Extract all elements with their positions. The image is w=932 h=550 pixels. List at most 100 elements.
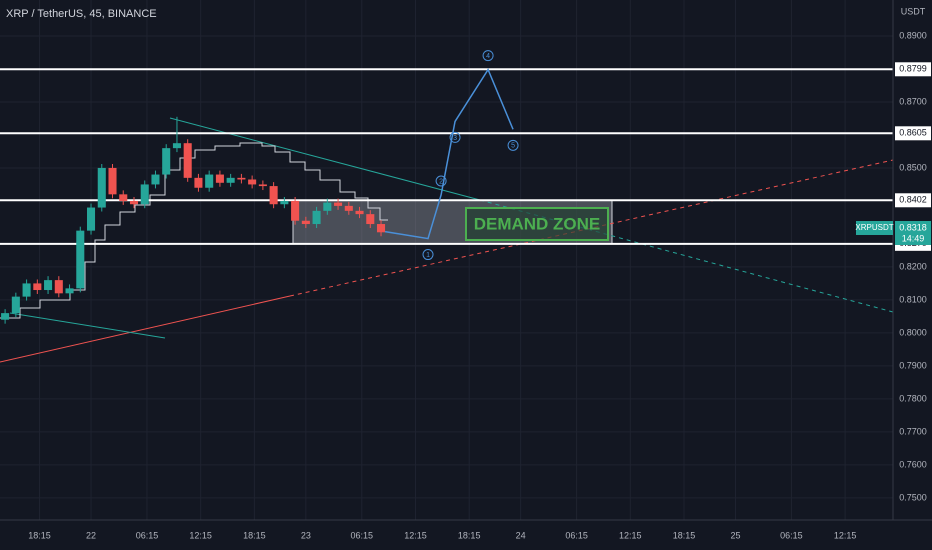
- y-unit: USDT: [901, 6, 926, 16]
- level-label: 0.8402: [899, 195, 927, 205]
- x-tick-label: 06:15: [351, 530, 374, 540]
- y-tick-label: 0.8500: [899, 162, 927, 172]
- x-tick-label: 18:15: [28, 530, 51, 540]
- x-tick-label: 12:15: [834, 530, 857, 540]
- candle-body: [54, 280, 63, 294]
- candle-body: [269, 186, 278, 205]
- candle-body: [11, 296, 20, 314]
- x-tick-label: 12:15: [404, 530, 427, 540]
- symbol-label: XRPUSDT: [855, 223, 893, 232]
- wave-path: [384, 68, 514, 240]
- x-tick-label: 18:15: [673, 530, 696, 540]
- candle-body: [151, 174, 160, 185]
- candles: [1, 116, 386, 324]
- wave-label: 3: [453, 135, 457, 142]
- x-tick-label: 18:15: [243, 530, 266, 540]
- grid: [0, 0, 893, 520]
- candle-body: [248, 179, 257, 185]
- y-tick-label: 0.7600: [899, 459, 927, 469]
- price-label: 0.8318: [899, 222, 927, 232]
- price-axis: [893, 0, 932, 550]
- wave-label: 2: [439, 178, 443, 185]
- candle-body: [33, 283, 42, 291]
- wave-label: 4: [486, 53, 490, 60]
- candle-body: [323, 202, 332, 211]
- level-tag: [895, 193, 931, 208]
- y-tick-label: 0.8100: [899, 294, 927, 304]
- x-tick-label: 06:15: [565, 530, 588, 540]
- x-tick-label: 12:15: [619, 530, 642, 540]
- candle-body: [291, 200, 300, 221]
- candle-body: [172, 143, 181, 149]
- axis-labels: 0.8900 0.8700 0.8500 0.8200 0.8100 0.8000 0.79…: [28, 30, 931, 540]
- y-tick-label: 0.7500: [899, 492, 927, 502]
- candle-body: [22, 283, 31, 297]
- y-tick-label: 0.8000: [899, 327, 927, 337]
- support-line: [0, 295, 291, 363]
- wave: 1 2 3 4 5: [384, 50, 519, 261]
- x-tick-label: 23: [301, 530, 311, 540]
- x-tick-label: 25: [730, 530, 740, 540]
- chart-title: XRP / TetherUS, 45, BINANCE: [6, 8, 157, 20]
- wave-marker: [435, 175, 447, 187]
- level-label: 0.8799: [899, 64, 927, 74]
- wave-marker: [482, 50, 494, 62]
- candle-body: [258, 184, 267, 187]
- candle-body: [65, 288, 74, 294]
- level-tag: [895, 62, 931, 77]
- candle-body: [215, 174, 224, 183]
- candle-body: [376, 224, 386, 233]
- x-tick-label: 24: [516, 530, 526, 540]
- candle-body: [97, 167, 106, 208]
- candle-body: [162, 148, 171, 175]
- y-tick-label: 0.8200: [899, 261, 927, 271]
- timer-label: 14:49: [902, 233, 925, 243]
- candle-body: [108, 167, 117, 195]
- demand-zone-label: DEMAND ZONE: [474, 214, 601, 233]
- candle-body: [344, 205, 353, 211]
- price-tag: [895, 220, 931, 245]
- candle-body: [44, 280, 53, 291]
- candle-body: [312, 210, 321, 225]
- candle-body: [194, 177, 203, 188]
- x-tick-label: 06:15: [780, 530, 803, 540]
- candle-body: [205, 174, 214, 188]
- wave-marker: [422, 249, 434, 261]
- x-tick-label: 18:15: [458, 530, 481, 540]
- candle-body: [226, 177, 235, 183]
- level-label: 0.8605: [899, 128, 927, 138]
- y-tick-label: 0.8700: [899, 96, 927, 106]
- candle-body: [280, 200, 289, 205]
- y-tick-label: 0.7800: [899, 393, 927, 403]
- wave-marker: [507, 139, 519, 151]
- x-tick-label: 06:15: [136, 530, 159, 540]
- trend-line-short: [9, 312, 166, 339]
- levels: [0, 68, 893, 245]
- candle-body: [334, 202, 343, 206]
- candle-body: [355, 210, 364, 215]
- wave-label: 5: [511, 143, 515, 150]
- candle-body: [183, 143, 192, 178]
- candle-body: [237, 177, 246, 180]
- time-axis: [0, 520, 932, 550]
- y-tick-label: 0.7900: [899, 360, 927, 370]
- candle-body: [140, 184, 149, 205]
- candle-body: [86, 207, 96, 231]
- level-tag: [895, 126, 931, 141]
- y-tick-label: 0.7700: [899, 426, 927, 436]
- symbol-tag: [856, 220, 893, 235]
- candle-body: [129, 200, 139, 205]
- demand-zone-box: [465, 207, 609, 241]
- candle-body: [1, 313, 10, 320]
- candle-body: [366, 214, 375, 225]
- indicator-line: [0, 142, 388, 319]
- candle-body: [301, 220, 310, 225]
- x-tick-label: 22: [86, 530, 96, 540]
- x-tick-label: 12:15: [189, 530, 212, 540]
- wave-marker: [449, 131, 461, 143]
- support-line-extension: [289, 159, 894, 297]
- trend-line: [169, 117, 481, 201]
